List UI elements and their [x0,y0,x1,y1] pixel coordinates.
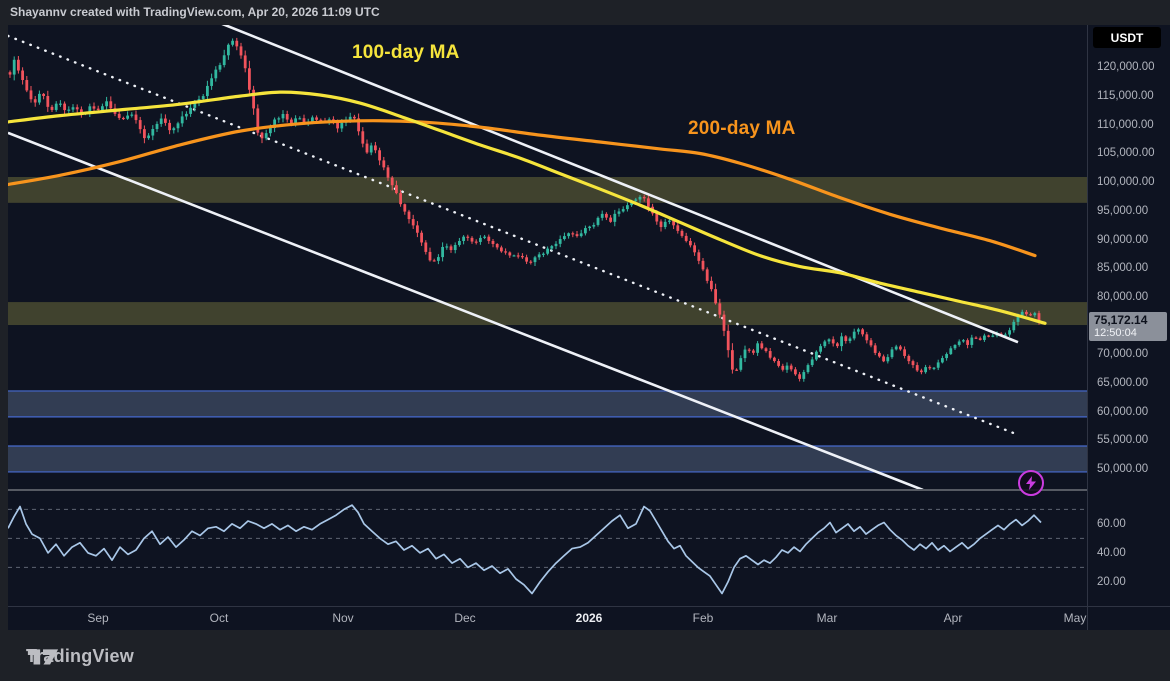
time-tick: 2026 [575,611,603,625]
rsi-tick: 20.00 [1097,575,1126,588]
price-tick: 110,000.00 [1097,118,1154,131]
chart-title: Shayannv created with TradingView.com, A… [10,5,380,19]
time-tick: Sep [87,611,109,625]
last-price-badge[interactable]: 75,172.14 12:50:04 [1089,311,1167,341]
tradingview-logo[interactable]: TradingView [26,646,134,667]
tradingview-logo-icon [27,649,59,665]
price-tick: 65,000.00 [1097,376,1149,389]
rsi-tick: 40.00 [1097,546,1126,559]
pane-separator[interactable] [8,489,1087,491]
chart-background [8,25,1170,630]
last-price-value: 75,172.14 [1094,312,1148,327]
time-axis-separator [8,606,1170,607]
price-tick: 105,000.00 [1097,147,1155,160]
rsi-tick: 60.00 [1097,517,1126,530]
price-tick: 95,000.00 [1097,204,1149,217]
price-tick: 80,000.00 [1097,290,1149,303]
price-tick: 115,000.00 [1097,90,1154,103]
time-tick: Oct [209,611,229,625]
price-tick: 85,000.00 [1097,262,1149,275]
time-tick: May [1063,611,1087,625]
main-price-pane[interactable] [8,25,1087,490]
flash-drawing-icon[interactable] [1018,470,1044,496]
price-tick: 55,000.00 [1097,434,1149,447]
price-tick: 50,000.00 [1097,463,1149,475]
time-tick: Apr [943,611,963,625]
price-tick: 70,000.00 [1097,348,1149,361]
price-tick: 60,000.00 [1097,405,1149,418]
time-tick: Dec [454,611,476,625]
bar-countdown: 12:50:04 [1094,326,1137,339]
time-tick: Mar [816,611,838,625]
price-tick: 90,000.00 [1097,233,1149,246]
time-tick: Nov [332,611,354,625]
time-tick: Feb [692,611,714,625]
ma200-annotation[interactable]: 200-day MA [688,118,796,139]
price-tick: 100,000.00 [1097,176,1155,189]
rsi-pane[interactable] [8,490,1087,606]
footer-bar: TradingView [0,631,1170,681]
price-axis-separator [1087,25,1088,630]
ma100-annotation[interactable]: 100-day MA [352,42,460,63]
price-tick: 120,000.00 [1097,61,1155,74]
lightning-bolt-icon [1026,476,1036,490]
quote-currency-badge[interactable]: USDT [1093,27,1161,48]
